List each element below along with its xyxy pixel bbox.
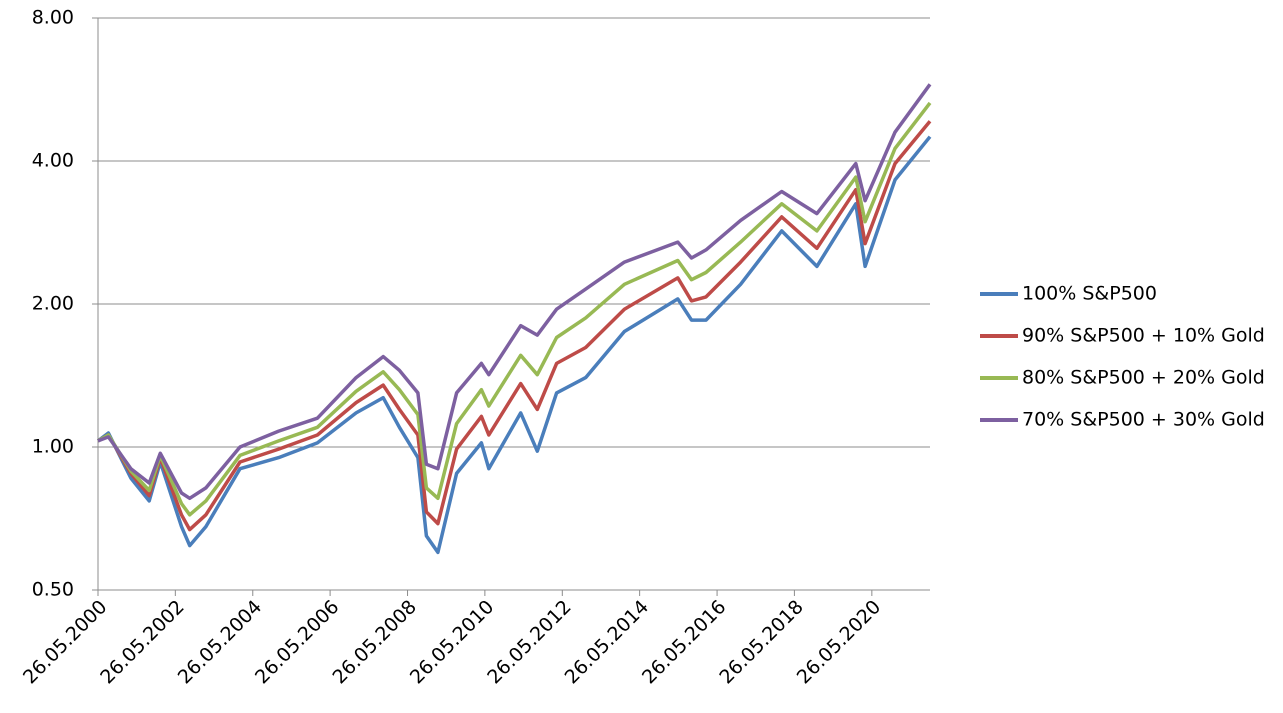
series-line xyxy=(97,83,932,501)
legend-label: 80% S&P500 + 20% Gold xyxy=(1022,367,1265,389)
legend-label: 100% S&P500 xyxy=(1022,283,1157,305)
series-line xyxy=(97,101,932,517)
legend-label: 70% S&P500 + 30% Gold xyxy=(1022,409,1265,431)
legend-label: 90% S&P500 + 10% Gold xyxy=(1022,325,1265,347)
y-tick-label: 2.00 xyxy=(32,293,74,315)
y-tick-label: 0.50 xyxy=(32,579,74,601)
y-tick-label: 4.00 xyxy=(32,150,74,172)
y-tick-label: 1.00 xyxy=(32,436,74,458)
series-line xyxy=(97,120,932,532)
x-tick-label: 26.05.2020 xyxy=(793,596,885,688)
series-line xyxy=(96,135,932,555)
y-tick-label: 8.00 xyxy=(32,7,74,29)
